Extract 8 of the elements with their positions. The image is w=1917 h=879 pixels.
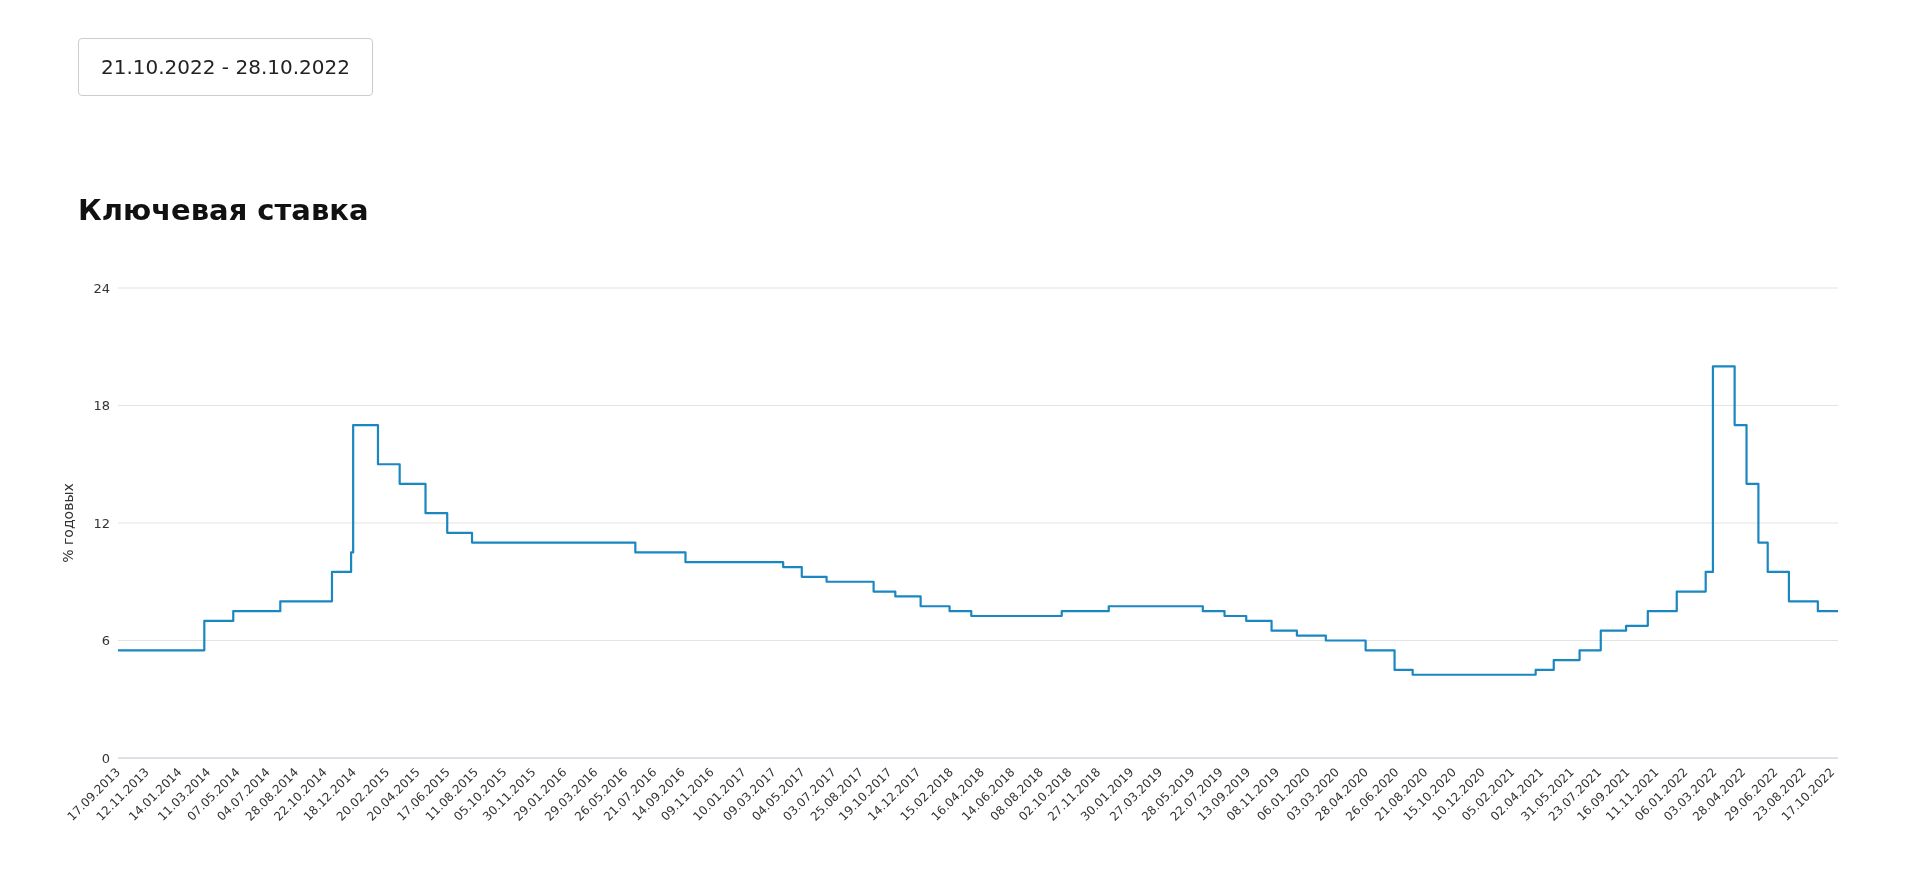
y-tick-label: 24	[93, 280, 110, 296]
y-axis-title: % годовых	[59, 483, 76, 563]
y-tick-label: 18	[93, 398, 110, 414]
chart-title: Ключевая ставка	[78, 193, 369, 227]
y-tick-label: 0	[101, 750, 110, 766]
date-range-field: 21.10.2022 - 28.10.2022	[78, 38, 373, 96]
y-tick-label: 6	[101, 633, 110, 649]
y-tick-label: 12	[93, 515, 110, 531]
